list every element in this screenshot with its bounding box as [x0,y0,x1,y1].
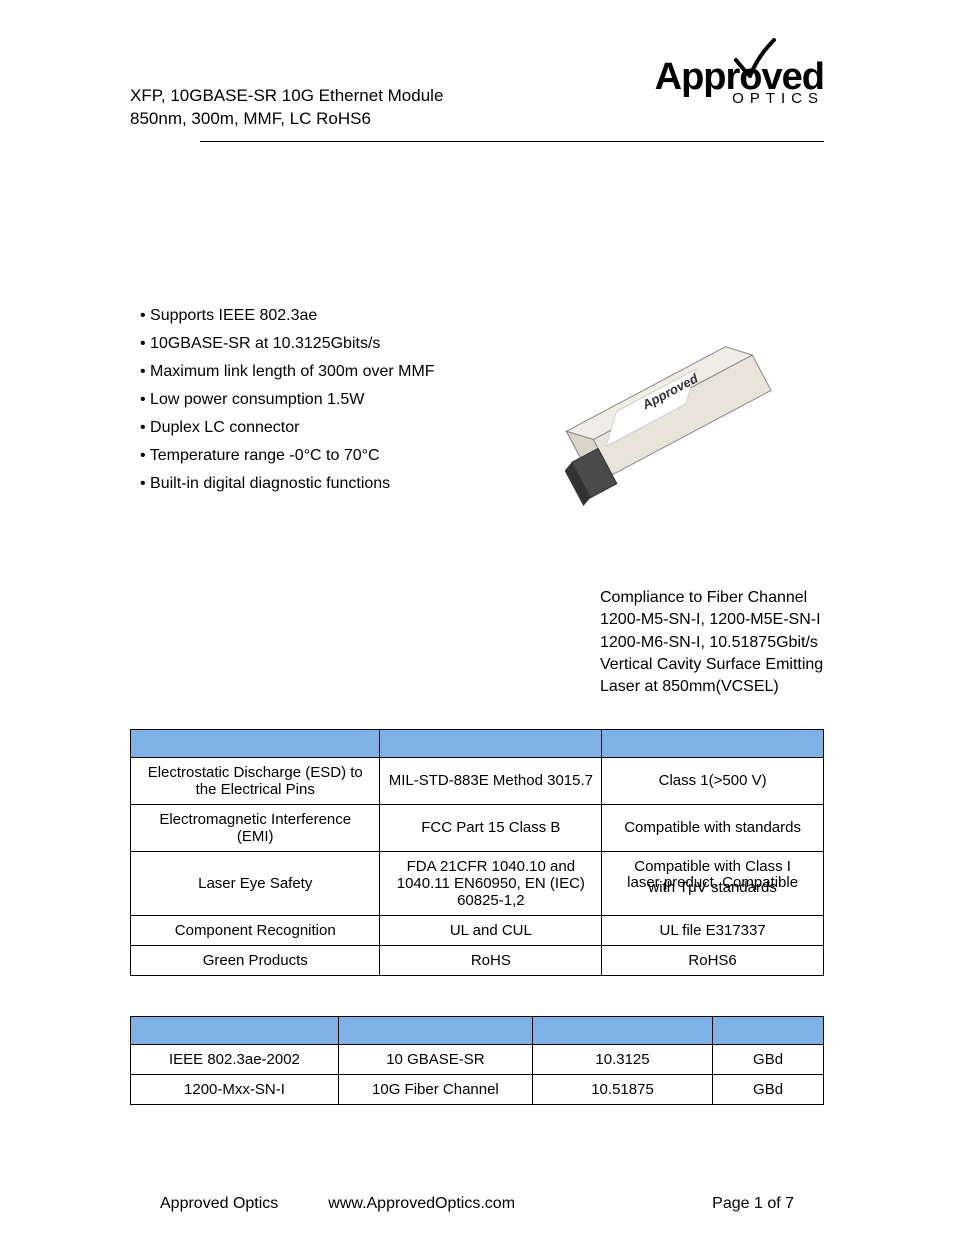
table-row: Electrostatic Discharge (ESD) to the Ele… [131,757,824,804]
company-logo: Approved OPTICS [655,60,824,106]
footer: Approved Optics www.ApprovedOptics.com P… [130,1195,824,1213]
compliance-line: Compliance to Fiber Channel [600,587,824,609]
document-title: XFP, 10GBASE-SR 10G Ethernet Module 850n… [130,60,443,131]
table-header-cell [532,1016,712,1044]
table-cell: RoHS [380,945,602,975]
table-header-cell [131,729,380,757]
table-cell: 10G Fiber Channel [338,1074,532,1104]
table-cell: 10.51875 [532,1074,712,1104]
table-cell: FDA 21CFR 1040.10 and 1040.11 EN60950, E… [380,851,602,915]
feature-item: Supports IEEE 802.3ae [140,302,484,330]
feature-item: Built-in digital diagnostic functions [140,470,484,498]
feature-item: Temperature range -0°C to 70°C [140,442,484,470]
table-header-row [131,1016,824,1044]
compliance-note: Compliance to Fiber Channel 1200-M5-SN-I… [600,587,824,699]
table-cell: 1200-Mxx-SN-I [131,1074,339,1104]
feature-list: Supports IEEE 802.3ae 10GBASE-SR at 10.3… [130,272,484,498]
overlap-line: with TμV standards [602,879,823,896]
compliance-line: 1200-M5-SN-I, 1200-M5E-SN-I [600,609,824,631]
page: XFP, 10GBASE-SR 10G Ethernet Module 850n… [0,0,954,1253]
table-cell: MIL-STD-883E Method 3015.7 [380,757,602,804]
table-cell: Electromagnetic Interference (EMI) [131,804,380,851]
table-cell: Component Recognition [131,915,380,945]
table-cell: FCC Part 15 Class B [380,804,602,851]
table-header-cell [713,1016,824,1044]
table-row: Laser Eye Safety FDA 21CFR 1040.10 and 1… [131,851,824,915]
mid-section: Supports IEEE 802.3ae 10GBASE-SR at 10.3… [130,272,824,532]
checkmark-icon [734,38,776,78]
table-row: Green Products RoHS RoHS6 [131,945,824,975]
feature-item: 10GBASE-SR at 10.3125Gbits/s [140,330,484,358]
table-cell: Laser Eye Safety [131,851,380,915]
table-header-cell [131,1016,339,1044]
table-row: 1200-Mxx-SN-I 10G Fiber Channel 10.51875… [131,1074,824,1104]
table-header-cell [338,1016,532,1044]
header: XFP, 10GBASE-SR 10G Ethernet Module 850n… [130,60,824,131]
footer-url: www.ApprovedOptics.com [328,1195,515,1213]
table-cell: Compatible with Class I laser product. C… [602,851,824,915]
compliance-line: 1200-M6-SN-I, 10.51875Gbit/s [600,632,824,654]
table-cell: 10.3125 [532,1044,712,1074]
table-header-cell [602,729,824,757]
overlap-line: Compatible with Class I [602,858,823,875]
table-header-row [131,729,824,757]
table-row: Component Recognition UL and CUL UL file… [131,915,824,945]
table-row: IEEE 802.3ae-2002 10 GBASE-SR 10.3125 GB… [131,1044,824,1074]
header-divider [200,141,824,142]
table-cell: 10 GBASE-SR [338,1044,532,1074]
table-row: Electromagnetic Interference (EMI) FCC P… [131,804,824,851]
table-cell: GBd [713,1044,824,1074]
table-cell: Class 1(>500 V) [602,757,824,804]
table-cell: UL file E317337 [602,915,824,945]
compliance-table: Electrostatic Discharge (ESD) to the Ele… [130,729,824,976]
table-cell: Compatible with standards [602,804,824,851]
table-cell: RoHS6 [602,945,824,975]
footer-company: Approved Optics [160,1195,278,1213]
compliance-line: Laser at 850mm(VCSEL) [600,676,824,698]
table-cell: GBd [713,1074,824,1104]
feature-item: Duplex LC connector [140,414,484,442]
footer-page: Page 1 of 7 [712,1195,794,1213]
compliance-line: Vertical Cavity Surface Emitting [600,654,824,676]
table-cell: IEEE 802.3ae-2002 [131,1044,339,1074]
title-line-2: 850nm, 300m, MMF, LC RoHS6 [130,108,443,131]
feature-item: Maximum link length of 300m over MMF [140,358,484,386]
feature-item: Low power consumption 1.5W [140,386,484,414]
table-cell: Electrostatic Discharge (ESD) to the Ele… [131,757,380,804]
xfp-module-icon: Approved [514,282,814,522]
title-line-1: XFP, 10GBASE-SR 10G Ethernet Module [130,85,443,108]
standards-table: IEEE 802.3ae-2002 10 GBASE-SR 10.3125 GB… [130,1016,824,1105]
table-cell: UL and CUL [380,915,602,945]
table-header-cell [380,729,602,757]
product-image: Approved [504,272,824,532]
table-cell: Green Products [131,945,380,975]
